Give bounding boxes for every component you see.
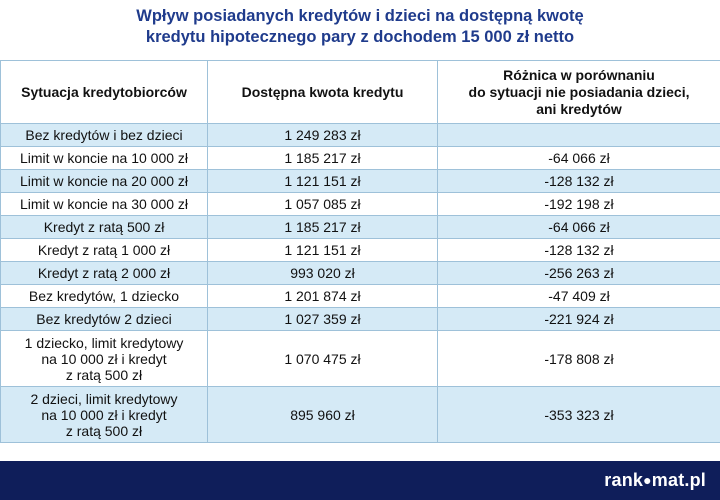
cell-difference: -192 198 zł	[437, 192, 720, 216]
header-amount: Dostępna kwota kredytu	[207, 60, 438, 124]
cell-difference: -47 409 zł	[437, 284, 720, 308]
table-row: Limit w koncie na 20 000 zł 1 121 151 zł -…	[0, 169, 720, 193]
logo-text-2: mat.pl	[651, 470, 706, 490]
cell-situation: Kredyt z ratą 500 zł	[0, 215, 208, 239]
situation-line: Bez kredytów 2 dzieci	[36, 311, 172, 327]
cell-situation: Bez kredytów i bez dzieci	[0, 123, 208, 147]
cell-amount: 993 020 zł	[207, 261, 438, 285]
situation-line: Kredyt z ratą 500 zł	[43, 219, 165, 235]
header-situation: Sytuacja kredytobiorców	[0, 60, 208, 124]
cell-situation: Kredyt z ratą 2 000 zł	[0, 261, 208, 285]
cell-difference: -256 263 zł	[437, 261, 720, 285]
situation-line: 2 dzieci, limit kredytowy	[30, 390, 178, 407]
table-row: Kredyt z ratą 500 zł 1 185 217 zł -64 066 …	[0, 215, 720, 239]
cell-amount: 1 185 217 zł	[207, 146, 438, 170]
cell-amount: 1 057 085 zł	[207, 192, 438, 216]
cell-amount: 1 185 217 zł	[207, 215, 438, 239]
cell-situation: Limit w koncie na 20 000 zł	[0, 169, 208, 193]
header-difference-line: Różnica w porównaniu	[503, 66, 655, 83]
footer-bar: rank●mat.pl	[0, 461, 720, 500]
cell-situation: Bez kredytów 2 dzieci	[0, 307, 208, 331]
header-difference: Różnica w porównaniu do sytuacji nie pos…	[437, 60, 720, 124]
situation-line: Bez kredytów, 1 dziecko	[28, 288, 180, 304]
table-row: Bez kredytów, 1 dziecko 1 201 874 zł -47 4…	[0, 284, 720, 308]
cell-amount: 1 121 151 zł	[207, 238, 438, 262]
header-difference-line: ani kredytów	[536, 100, 622, 117]
page-title: Wpływ posiadanych kredytów i dzieci na d…	[0, 6, 720, 48]
situation-line: Bez kredytów i bez dzieci	[25, 127, 183, 143]
table-row: Bez kredytów 2 dzieci 1 027 359 zł -221 92…	[0, 307, 720, 331]
logo-text-1: rank	[604, 470, 644, 490]
cell-situation: Limit w koncie na 10 000 zł	[0, 146, 208, 170]
table-row: Kredyt z ratą 1 000 zł 1 121 151 zł -128 1…	[0, 238, 720, 262]
cell-situation: 1 dziecko, limit kredytowy na 10 000 zł i…	[0, 330, 208, 387]
cell-difference: -64 066 zł	[437, 146, 720, 170]
table-row: 2 dzieci, limit kredytowy na 10 000 zł i …	[0, 386, 720, 443]
table-header-row: Sytuacja kredytobiorców Dostępna kwota k…	[0, 60, 720, 124]
situation-line: na 10 000 zł i kredyt	[41, 350, 167, 367]
cell-amount: 1 201 874 zł	[207, 284, 438, 308]
situation-line: Limit w koncie na 10 000 zł	[19, 150, 189, 166]
situation-line: Limit w koncie na 30 000 zł	[19, 196, 189, 212]
title-line-1: Wpływ posiadanych kredytów i dzieci na d…	[136, 7, 584, 25]
cell-difference	[437, 123, 720, 147]
table-row: Bez kredytów i bez dzieci 1 249 283 zł	[0, 123, 720, 147]
cell-difference: -178 808 zł	[437, 330, 720, 387]
situation-line: z ratą 500 zł	[65, 422, 143, 439]
credit-table: Sytuacja kredytobiorców Dostępna kwota k…	[0, 60, 720, 443]
situation-line: z ratą 500 zł	[65, 366, 143, 383]
cell-amount: 1 070 475 zł	[207, 330, 438, 387]
table-row: Kredyt z ratą 2 000 zł 993 020 zł -256 263…	[0, 261, 720, 285]
situation-line: Kredyt z ratą 1 000 zł	[37, 242, 171, 258]
cell-situation: Bez kredytów, 1 dziecko	[0, 284, 208, 308]
situation-line: 1 dziecko, limit kredytowy	[24, 334, 184, 351]
table-body: Bez kredytów i bez dzieci 1 249 283 zł Lim…	[0, 123, 720, 443]
situation-line: na 10 000 zł i kredyt	[41, 406, 167, 423]
table-row: Limit w koncie na 10 000 zł 1 185 217 zł -…	[0, 146, 720, 170]
cell-difference: -221 924 zł	[437, 307, 720, 331]
cell-difference: -353 323 zł	[437, 386, 720, 443]
situation-line: Limit w koncie na 20 000 zł	[19, 173, 189, 189]
cell-situation: Limit w koncie na 30 000 zł	[0, 192, 208, 216]
title-line-2: kredytu hipotecznego pary z dochodem 15 …	[145, 28, 575, 46]
cell-difference: -64 066 zł	[437, 215, 720, 239]
table-row: 1 dziecko, limit kredytowy na 10 000 zł i…	[0, 330, 720, 387]
cell-amount: 1 027 359 zł	[207, 307, 438, 331]
cell-amount: 895 960 zł	[207, 386, 438, 443]
cell-difference: -128 132 zł	[437, 238, 720, 262]
brand-logo: rank●mat.pl	[604, 470, 706, 491]
cell-amount: 1 121 151 zł	[207, 169, 438, 193]
header-difference-line: do sytuacji nie posiadania dzieci,	[468, 83, 690, 100]
cell-situation: Kredyt z ratą 1 000 zł	[0, 238, 208, 262]
situation-line: Kredyt z ratą 2 000 zł	[37, 265, 171, 281]
logo-dot-icon: ●	[643, 472, 652, 488]
cell-difference: -128 132 zł	[437, 169, 720, 193]
table-row: Limit w koncie na 30 000 zł 1 057 085 zł -…	[0, 192, 720, 216]
cell-amount: 1 249 283 zł	[207, 123, 438, 147]
cell-situation: 2 dzieci, limit kredytowy na 10 000 zł i …	[0, 386, 208, 443]
